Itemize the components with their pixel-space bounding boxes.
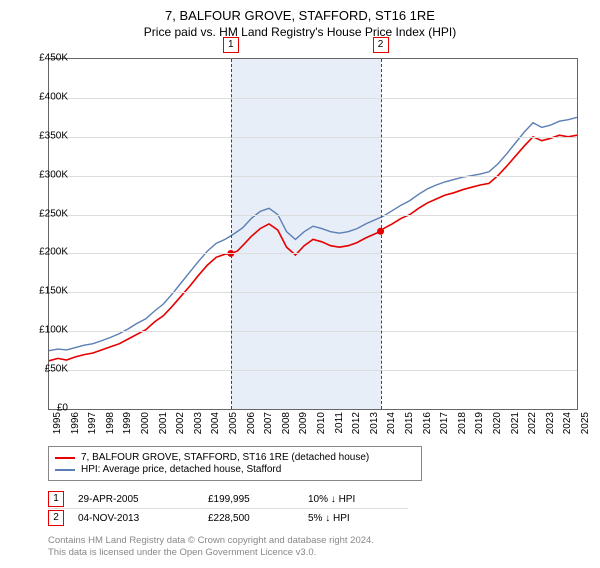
x-axis-label: 1995 xyxy=(52,412,63,434)
legend-label: HPI: Average price, detached house, Staf… xyxy=(81,464,281,475)
x-axis-label: 2004 xyxy=(210,412,221,434)
x-axis-label: 2003 xyxy=(193,412,204,434)
attribution: Contains HM Land Registry data © Crown c… xyxy=(48,535,374,560)
sale-price: £199,995 xyxy=(208,494,308,505)
x-axis-label: 2019 xyxy=(474,412,485,434)
y-axis-label: £100K xyxy=(39,325,68,336)
y-axis-label: £350K xyxy=(39,130,68,141)
gridline xyxy=(49,176,577,177)
x-axis-label: 2010 xyxy=(316,412,327,434)
gridline xyxy=(49,215,577,216)
y-axis-label: £450K xyxy=(39,53,68,64)
x-axis-label: 2002 xyxy=(175,412,186,434)
gridline xyxy=(49,253,577,254)
y-axis-label: £200K xyxy=(39,247,68,258)
x-axis-label: 2024 xyxy=(562,412,573,434)
legend-swatch xyxy=(55,457,75,459)
gridline xyxy=(49,331,577,332)
x-axis-label: 2025 xyxy=(580,412,591,434)
legend-swatch xyxy=(55,469,75,471)
x-axis-label: 2008 xyxy=(281,412,292,434)
y-axis-label: £250K xyxy=(39,208,68,219)
x-axis-label: 2009 xyxy=(298,412,309,434)
x-axis-label: 2005 xyxy=(228,412,239,434)
legend-label: 7, BALFOUR GROVE, STAFFORD, ST16 1RE (de… xyxy=(81,452,369,463)
gridline xyxy=(49,292,577,293)
page-title: 7, BALFOUR GROVE, STAFFORD, ST16 1RE xyxy=(0,8,600,23)
sale-delta: 10% ↓ HPI xyxy=(308,494,408,505)
sale-date: 04-NOV-2013 xyxy=(78,513,208,524)
series-hpi xyxy=(49,117,577,350)
x-axis-label: 2012 xyxy=(351,412,362,434)
sale-price: £228,500 xyxy=(208,513,308,524)
x-axis-label: 2011 xyxy=(334,412,345,434)
gridline xyxy=(49,370,577,371)
sale-marker-box: 1 xyxy=(223,37,239,53)
sale-marker-icon: 2 xyxy=(48,510,64,526)
sale-marker-box: 2 xyxy=(373,37,389,53)
x-axis-label: 2023 xyxy=(545,412,556,434)
x-axis-label: 1997 xyxy=(87,412,98,434)
sale-marker-icon: 1 xyxy=(48,491,64,507)
x-axis-label: 1996 xyxy=(70,412,81,434)
y-axis-label: £150K xyxy=(39,286,68,297)
chart-lines xyxy=(49,59,577,409)
sales-table: 1 29-APR-2005 £199,995 10% ↓ HPI 2 04-NO… xyxy=(48,490,408,527)
x-axis-label: 2021 xyxy=(510,412,521,434)
x-axis-label: 2017 xyxy=(439,412,450,434)
x-axis-label: 2007 xyxy=(263,412,274,434)
sale-marker-line xyxy=(231,59,232,409)
price-chart: 12 xyxy=(48,58,578,410)
x-axis-label: 1998 xyxy=(105,412,116,434)
y-axis-label: £50K xyxy=(45,364,68,375)
page-subtitle: Price paid vs. HM Land Registry's House … xyxy=(0,25,600,39)
x-axis-label: 2015 xyxy=(404,412,415,434)
table-row: 1 29-APR-2005 £199,995 10% ↓ HPI xyxy=(48,490,408,509)
sale-delta: 5% ↓ HPI xyxy=(308,513,408,524)
x-axis-label: 2013 xyxy=(369,412,380,434)
attribution-line: This data is licensed under the Open Gov… xyxy=(48,547,316,558)
x-axis-label: 2001 xyxy=(158,412,169,434)
sale-marker-line xyxy=(381,59,382,409)
y-axis-label: £400K xyxy=(39,91,68,102)
gridline xyxy=(49,137,577,138)
gridline xyxy=(49,98,577,99)
x-axis-label: 2016 xyxy=(422,412,433,434)
y-axis-label: £300K xyxy=(39,169,68,180)
x-axis-label: 2022 xyxy=(527,412,538,434)
legend: 7, BALFOUR GROVE, STAFFORD, ST16 1RE (de… xyxy=(48,446,422,481)
x-axis-label: 2014 xyxy=(386,412,397,434)
x-axis-label: 2000 xyxy=(140,412,151,434)
x-axis-label: 2018 xyxy=(457,412,468,434)
legend-item-hpi: HPI: Average price, detached house, Staf… xyxy=(55,464,415,475)
x-axis-label: 2006 xyxy=(246,412,257,434)
table-row: 2 04-NOV-2013 £228,500 5% ↓ HPI xyxy=(48,509,408,527)
attribution-line: Contains HM Land Registry data © Crown c… xyxy=(48,535,374,546)
legend-item-price-paid: 7, BALFOUR GROVE, STAFFORD, ST16 1RE (de… xyxy=(55,452,415,463)
x-axis-label: 2020 xyxy=(492,412,503,434)
sale-date: 29-APR-2005 xyxy=(78,494,208,505)
x-axis-label: 1999 xyxy=(122,412,133,434)
series-price_paid xyxy=(49,135,577,361)
